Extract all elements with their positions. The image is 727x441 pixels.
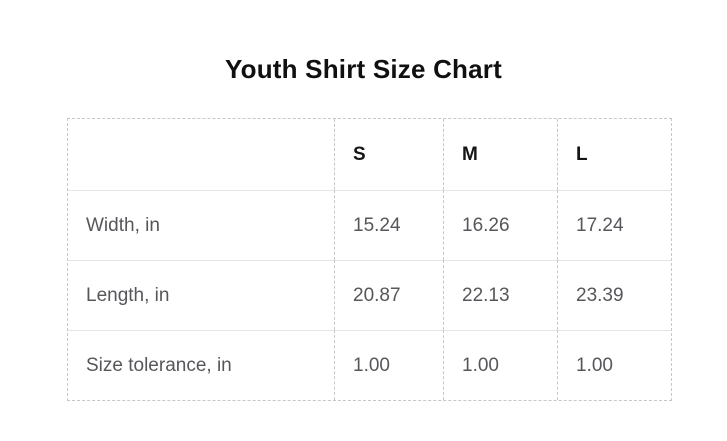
cell-value: 23.39 bbox=[557, 260, 671, 330]
column-header-l: L bbox=[557, 119, 671, 190]
header-cell-empty bbox=[68, 119, 334, 190]
table-row-length: Length, in 20.87 22.13 23.39 bbox=[68, 260, 671, 330]
cell-value: 1.00 bbox=[557, 330, 671, 400]
cell-value: 20.87 bbox=[334, 260, 443, 330]
row-label: Width, in bbox=[68, 190, 334, 260]
column-header-s: S bbox=[334, 119, 443, 190]
header-row: S M L bbox=[68, 119, 671, 190]
cell-value: 1.00 bbox=[443, 330, 557, 400]
size-chart-table: S M L Width, in 15.24 16.26 17.24 Length… bbox=[67, 118, 672, 401]
cell-value: 22.13 bbox=[443, 260, 557, 330]
table-row-width: Width, in 15.24 16.26 17.24 bbox=[68, 190, 671, 260]
cell-value: 17.24 bbox=[557, 190, 671, 260]
cell-value: 1.00 bbox=[334, 330, 443, 400]
cell-value: 16.26 bbox=[443, 190, 557, 260]
row-label: Size tolerance, in bbox=[68, 330, 334, 400]
page-title: Youth Shirt Size Chart bbox=[225, 54, 502, 84]
column-header-m: M bbox=[443, 119, 557, 190]
row-label: Length, in bbox=[68, 260, 334, 330]
table-row-size-tolerance: Size tolerance, in 1.00 1.00 1.00 bbox=[68, 330, 671, 400]
cell-value: 15.24 bbox=[334, 190, 443, 260]
